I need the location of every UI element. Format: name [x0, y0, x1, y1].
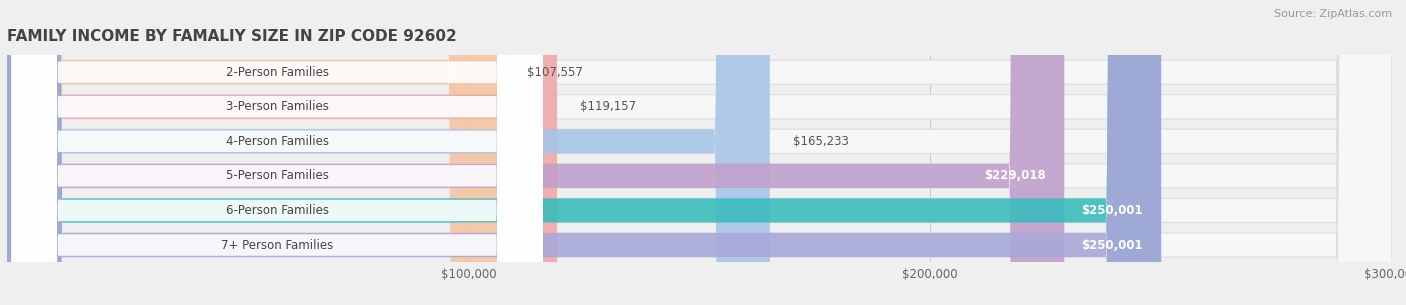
- FancyBboxPatch shape: [7, 0, 1392, 305]
- FancyBboxPatch shape: [7, 0, 1161, 305]
- FancyBboxPatch shape: [11, 0, 543, 305]
- FancyBboxPatch shape: [7, 0, 1392, 305]
- Text: $119,157: $119,157: [581, 100, 637, 113]
- Text: FAMILY INCOME BY FAMALIY SIZE IN ZIP CODE 92602: FAMILY INCOME BY FAMALIY SIZE IN ZIP COD…: [7, 29, 457, 44]
- FancyBboxPatch shape: [7, 0, 770, 305]
- Text: 7+ Person Families: 7+ Person Families: [221, 239, 333, 252]
- FancyBboxPatch shape: [7, 0, 1392, 305]
- FancyBboxPatch shape: [11, 0, 543, 305]
- FancyBboxPatch shape: [7, 0, 1161, 305]
- Text: 2-Person Families: 2-Person Families: [225, 66, 329, 79]
- Text: $250,001: $250,001: [1081, 204, 1143, 217]
- Text: 3-Person Families: 3-Person Families: [225, 100, 329, 113]
- Text: $229,018: $229,018: [984, 169, 1046, 182]
- FancyBboxPatch shape: [11, 0, 543, 305]
- FancyBboxPatch shape: [7, 0, 1392, 305]
- FancyBboxPatch shape: [7, 0, 1064, 305]
- FancyBboxPatch shape: [7, 0, 1392, 305]
- Text: $107,557: $107,557: [527, 66, 582, 79]
- FancyBboxPatch shape: [11, 0, 543, 305]
- Text: Source: ZipAtlas.com: Source: ZipAtlas.com: [1274, 9, 1392, 19]
- FancyBboxPatch shape: [11, 0, 543, 305]
- FancyBboxPatch shape: [7, 0, 557, 305]
- FancyBboxPatch shape: [7, 0, 1392, 305]
- Text: $250,001: $250,001: [1081, 239, 1143, 252]
- FancyBboxPatch shape: [7, 0, 503, 305]
- Text: 4-Person Families: 4-Person Families: [225, 135, 329, 148]
- FancyBboxPatch shape: [11, 0, 543, 305]
- Text: 5-Person Families: 5-Person Families: [225, 169, 329, 182]
- Text: 6-Person Families: 6-Person Families: [225, 204, 329, 217]
- Text: $165,233: $165,233: [793, 135, 849, 148]
